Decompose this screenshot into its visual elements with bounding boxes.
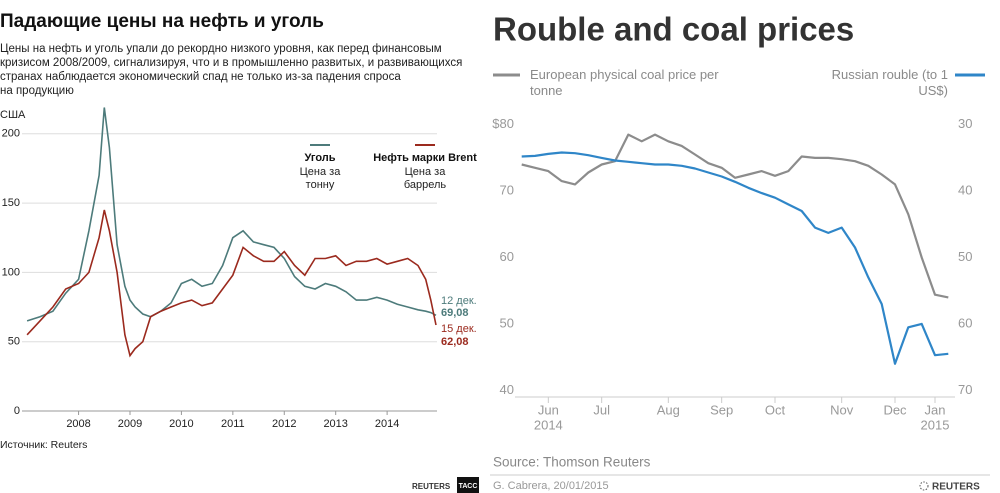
subtitle: кризисом 2008/2009, сигнализируя, что и … — [0, 57, 462, 69]
y-tick-label: 60 — [500, 249, 514, 264]
x-tick-label: 2009 — [118, 418, 142, 430]
chart-title: Падающие цены на нефть и уголь — [0, 11, 324, 32]
y2-tick-label: 50 — [958, 249, 972, 264]
x-tick-label: Dec — [883, 402, 907, 417]
legend-description: тонну — [306, 179, 335, 191]
line-series — [26, 107, 437, 322]
logo: REUTERS — [932, 482, 980, 493]
legend-label: Уголь — [304, 152, 335, 164]
credit: G. Cabrera, 20/01/2015 — [493, 480, 609, 492]
annotation-date: 15 дек. — [441, 323, 477, 335]
subtitle: Цены на нефть и уголь упали до рекордно … — [0, 43, 442, 55]
x-tick-label: Oct — [765, 402, 786, 417]
y2-tick-label: 60 — [958, 315, 972, 330]
x-tick-label: 2012 — [272, 418, 296, 430]
x-tick-label: Nov — [830, 402, 854, 417]
source: Источник: Reuters — [0, 439, 87, 451]
legend-label: Нефть марки Brent — [373, 152, 477, 164]
y-tick-label: $80 — [492, 116, 514, 131]
y-tick-label: 50 — [8, 336, 20, 348]
x-tick-label: 2008 — [66, 418, 90, 430]
line-series — [521, 151, 949, 365]
logo: ТАСС — [459, 483, 478, 490]
y-tick-label: 200 — [2, 128, 20, 140]
source: Source: Thomson Reuters — [493, 455, 651, 470]
annotation-value: 62,08 — [441, 336, 469, 348]
y-tick-label: 150 — [2, 197, 20, 209]
y2-tick-label: 30 — [958, 116, 972, 131]
y2-tick-label: 70 — [958, 382, 972, 397]
x-tick-year: 2014 — [534, 417, 563, 432]
legend-label: European physical coal price per tonne — [530, 67, 719, 98]
y-tick-label: 70 — [500, 183, 514, 198]
x-tick-label: 2010 — [169, 418, 193, 430]
y-axis-label: США — [0, 109, 26, 121]
annotation-value: 69,08 — [441, 307, 469, 319]
subtitle: на продукцию — [0, 85, 74, 97]
logo: REUTERS — [412, 482, 451, 491]
x-tick-label: Aug — [657, 402, 680, 417]
legend-description: Цена за — [405, 166, 447, 178]
x-tick-label: Jul — [593, 402, 610, 417]
x-tick-label: 2011 — [221, 418, 245, 430]
line-series — [26, 209, 437, 358]
legend-description: баррель — [404, 179, 447, 191]
line-series — [521, 133, 949, 299]
y-tick-label: 40 — [500, 382, 514, 397]
x-tick-label: Sep — [710, 402, 733, 417]
y-tick-label: 50 — [500, 315, 514, 330]
subtitle: странах наблюдается экономический спад н… — [0, 71, 401, 83]
annotation-date: 12 дек. — [441, 295, 477, 307]
x-tick-label: 2013 — [323, 418, 347, 430]
x-tick-label: Jun — [538, 402, 559, 417]
x-tick-year: 2015 — [921, 417, 950, 432]
logo-mark — [919, 481, 929, 491]
x-tick-label: 2014 — [375, 418, 399, 430]
x-tick-label: Jan — [925, 402, 946, 417]
y-tick-label: 0 — [14, 405, 20, 417]
y2-tick-label: 40 — [958, 183, 972, 198]
chart-title: Rouble and coal prices — [493, 11, 854, 48]
logo-box — [457, 477, 479, 493]
legend-label: Russian rouble (to 1 US$) — [831, 67, 948, 98]
legend-description: Цена за — [300, 166, 342, 178]
y-tick-label: 100 — [2, 266, 20, 278]
